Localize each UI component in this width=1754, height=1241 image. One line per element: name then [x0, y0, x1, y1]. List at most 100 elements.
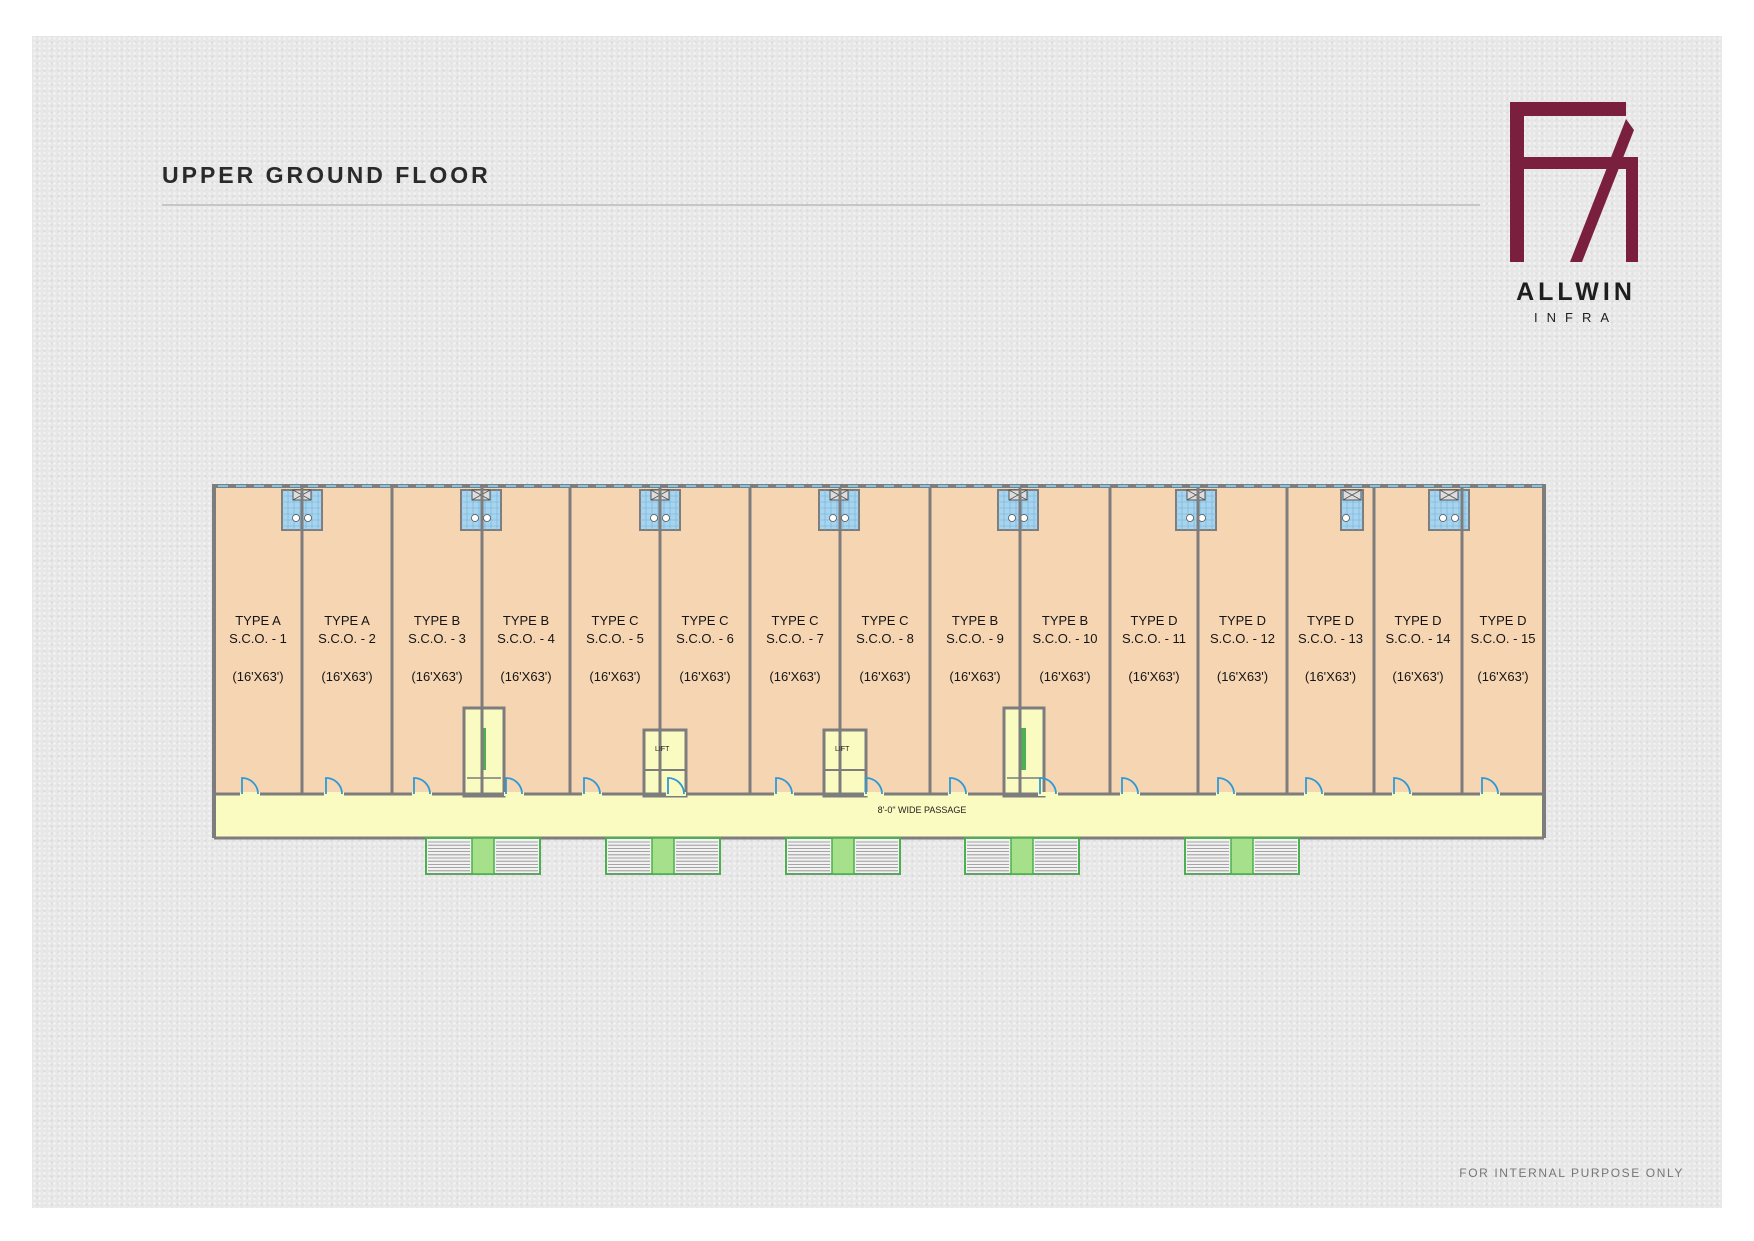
door-swing — [505, 777, 523, 795]
door-swing — [1121, 777, 1139, 795]
toilet-wc — [841, 514, 849, 522]
unit-size: (16'X63') — [1477, 669, 1529, 684]
toilet-wc — [1342, 514, 1350, 522]
door-opening — [412, 792, 432, 796]
passage-label: 8'-0" WIDE PASSAGE — [877, 805, 967, 815]
door-swing — [1305, 777, 1323, 795]
unit-label: TYPE A S.C.O. - 1 (16'X63') — [214, 612, 302, 686]
unit-number: S.C.O. - 8 — [856, 631, 914, 646]
core-lift — [642, 728, 688, 798]
brand-name: ALLWIN — [1516, 278, 1636, 306]
unit-size: (16'X63') — [769, 669, 821, 684]
unit-size: (16'X63') — [1392, 669, 1444, 684]
unit-label: TYPE D S.C.O. - 11 (16'X63') — [1110, 612, 1198, 686]
toilet-wc — [662, 514, 670, 522]
allwin-logo-mark — [1510, 102, 1638, 262]
unit-number: S.C.O. - 11 — [1121, 631, 1187, 646]
door-swing — [1393, 777, 1411, 795]
floor-plan-drawing — [212, 484, 1546, 875]
unit-number: S.C.O. - 1 — [229, 631, 287, 646]
unit-size: (16'X63') — [1128, 669, 1180, 684]
unit-area — [1462, 486, 1544, 794]
entry-ramp — [651, 837, 675, 875]
entry-ramp — [831, 837, 855, 875]
brand-subtitle: INFRA — [1534, 310, 1618, 325]
unit-size: (16'X63') — [949, 669, 1001, 684]
toilet-duct-cross — [1439, 489, 1459, 501]
unit-number: S.C.O. - 14 — [1385, 631, 1451, 646]
floor-plan: TYPE A S.C.O. - 1 (16'X63') TYPE A S.C.O. - … — [212, 484, 1546, 890]
door-opening — [1304, 792, 1324, 796]
outer-wall — [212, 484, 1546, 838]
unit-type: TYPE C — [681, 613, 729, 628]
unit-type: TYPE B — [951, 613, 999, 628]
unit-type: TYPE B — [502, 613, 550, 628]
unit-number: S.C.O. - 13 — [1297, 631, 1364, 646]
unit-label: TYPE D S.C.O. - 12 (16'X63') — [1199, 612, 1287, 686]
door-swing — [241, 777, 259, 795]
unit-label: TYPE B S.C.O. - 3 (16'X63') — [393, 612, 481, 686]
unit-label: TYPE D S.C.O. - 15 (16'X63') — [1459, 612, 1546, 686]
toilet-wc — [829, 514, 837, 522]
unit-type: TYPE A — [324, 613, 370, 628]
unit-type: TYPE D — [1307, 613, 1354, 628]
unit-label: TYPE B S.C.O. - 4 (16'X63') — [482, 612, 570, 686]
toilet-wc — [1198, 514, 1206, 522]
toilet-wc — [1008, 514, 1016, 522]
unit-number: S.C.O. - 7 — [766, 631, 824, 646]
unit-type: TYPE C — [771, 613, 819, 628]
door-opening — [582, 792, 602, 796]
door-swing — [413, 777, 431, 795]
unit-size: (16'X63') — [589, 669, 641, 684]
unit-type: TYPE C — [861, 613, 909, 628]
unit-number: S.C.O. - 3 — [408, 631, 466, 646]
unit-label: TYPE C S.C.O. - 6 (16'X63') — [661, 612, 749, 686]
unit-type: TYPE D — [1479, 613, 1527, 628]
unit-number: S.C.O. - 15 — [1470, 631, 1536, 646]
unit-area — [1374, 486, 1462, 794]
toilet-wc — [292, 514, 300, 522]
unit-label: TYPE D S.C.O. - 13 (16'X63') — [1287, 612, 1375, 686]
door-opening — [1480, 792, 1500, 796]
door-opening — [864, 792, 884, 796]
door-swing — [1039, 777, 1057, 795]
unit-size: (16'X63') — [321, 669, 373, 684]
unit-number: S.C.O. - 2 — [318, 631, 376, 646]
unit-label: TYPE D S.C.O. - 14 (16'X63') — [1374, 612, 1462, 686]
door-swing — [865, 777, 883, 795]
unit-type: TYPE A — [235, 613, 281, 628]
toilet-wc — [650, 514, 658, 522]
toilet-duct-cross — [1008, 489, 1028, 501]
unit-number: S.C.O. - 5 — [586, 631, 644, 646]
passage-area — [214, 794, 1544, 838]
unit-label: TYPE B S.C.O. - 10 (16'X63') — [1021, 612, 1109, 686]
door-swing — [325, 777, 343, 795]
toilet-wc — [1439, 514, 1447, 522]
unit-area — [1110, 486, 1198, 794]
footer-note: FOR INTERNAL PURPOSE ONLY — [1459, 1166, 1684, 1180]
unit-label: TYPE B S.C.O. - 9 (16'X63') — [931, 612, 1019, 686]
title-divider — [162, 204, 1480, 206]
door-swing — [583, 777, 601, 795]
unit-size: (16'X63') — [1216, 669, 1269, 684]
page-title: UPPER GROUND FLOOR — [162, 162, 491, 188]
door-opening — [240, 792, 260, 796]
unit-type: TYPE B — [413, 613, 461, 628]
unit-type: TYPE D — [1130, 613, 1178, 628]
unit-type: TYPE D — [1219, 613, 1266, 628]
entry-ramp — [471, 837, 495, 875]
unit-area — [302, 486, 392, 794]
door-swing — [1217, 777, 1235, 795]
toilet-wc — [304, 514, 312, 522]
unit-area — [1198, 486, 1287, 794]
core-stair-flight — [1021, 728, 1026, 770]
unit-size: (16'X63') — [411, 669, 463, 684]
toilet-wc — [1451, 514, 1459, 522]
unit-size: (16'X63') — [859, 669, 911, 684]
door-opening — [1120, 792, 1140, 796]
unit-label: TYPE C S.C.O. - 8 (16'X63') — [841, 612, 929, 686]
door-swing — [1481, 777, 1499, 795]
unit-number: S.C.O. - 9 — [946, 631, 1004, 646]
unit-type: TYPE C — [591, 613, 639, 628]
door-swing — [949, 777, 967, 795]
